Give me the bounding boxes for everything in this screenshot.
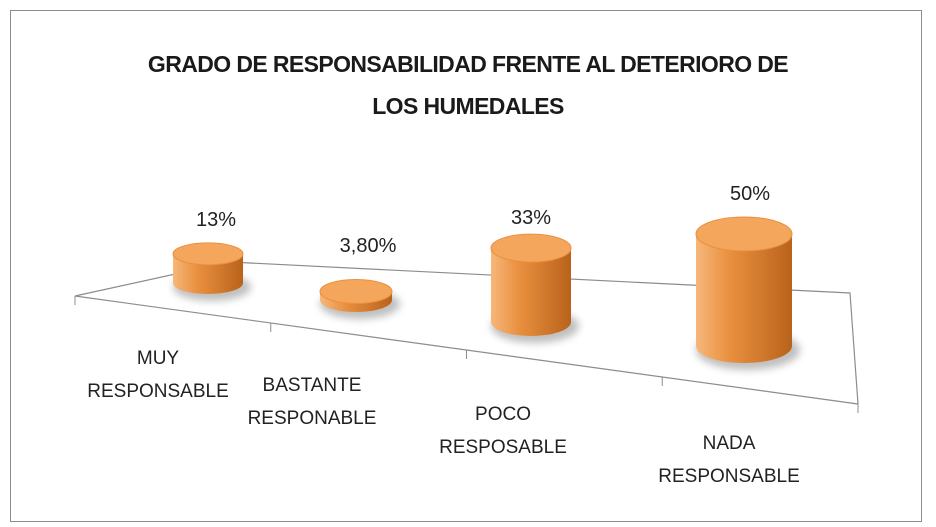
category-label-line: RESPONSABLE [87,381,229,402]
bar-top [695,216,793,252]
chart-title-line: GRADO DE RESPONSABILIDAD FRENTE AL DETER… [148,51,788,77]
category-label-line: RESPOSABLE [439,437,567,458]
data-label: 13% [196,209,236,231]
chart-title: GRADO DE RESPONSABILIDAD FRENTE AL DETER… [148,51,789,119]
bar-body [491,248,571,336]
data-label: 3,80% [340,235,397,257]
category-label: BASTANTE RESPONABLE [248,375,377,429]
category-labels: MUY RESPONSABLE BASTANTE RESPONABLE POCO RESP… [87,348,800,487]
bar-top [490,233,572,263]
category-label-line: RESPONABLE [248,408,377,429]
bar [172,242,251,301]
category-label-line: BASTANTE [263,375,362,396]
category-label: POCO RESPOSABLE [439,404,567,458]
bar-body [696,234,792,363]
category-label-line: NADA [703,433,756,454]
bars [172,216,800,370]
category-label-line: MUY [137,348,180,369]
bar [319,278,400,319]
data-label: 50% [730,183,770,205]
bar-top [319,278,393,304]
chart-title-line: LOS HUMEDALES [372,93,564,119]
bar [490,233,579,343]
category-label: MUY RESPONSABLE [87,348,229,402]
category-label: NADA RESPONSABLE [658,433,800,487]
data-label: 33% [511,207,551,229]
category-label-line: RESPONSABLE [658,466,800,487]
data-labels: 13% 3,80% 33% 50% [196,183,770,257]
bar [695,216,800,370]
bar-top [172,242,244,266]
category-label-line: POCO [475,404,531,425]
